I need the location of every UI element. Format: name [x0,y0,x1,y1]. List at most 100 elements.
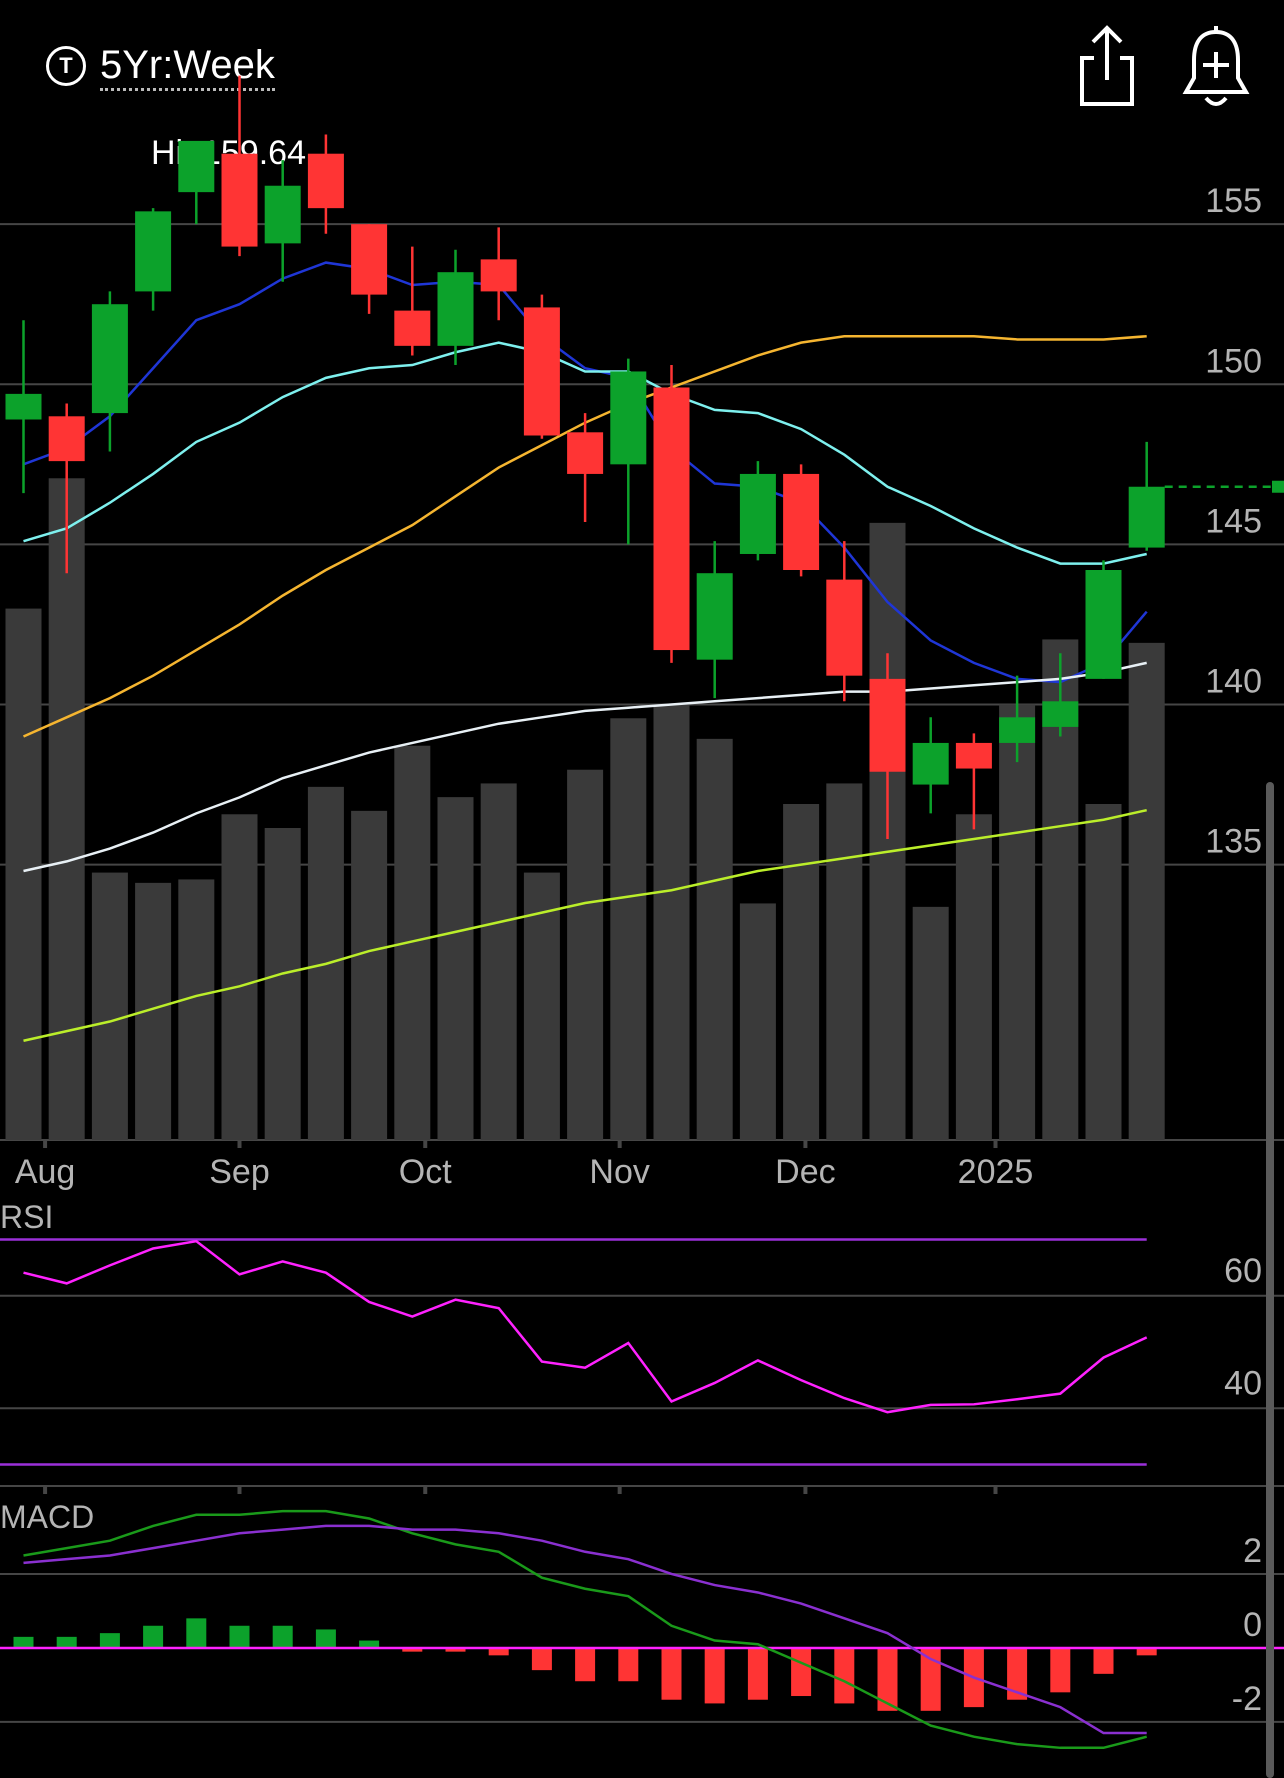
price-tick-label: 155 [1205,182,1262,220]
date-tick-label: 2025 [958,1153,1034,1191]
candle-body [739,473,776,554]
macd-tick-label: 0 [1243,1606,1262,1644]
macd-histogram-bar [229,1625,250,1648]
candle-body [48,416,85,462]
moving-average-line [23,261,1148,684]
candle-body [1042,701,1079,727]
volume-bar [739,903,776,1140]
volume-bar [351,810,388,1140]
candlesticks [5,75,1284,839]
price-tick-label: 140 [1205,662,1262,700]
macd-histogram-bar [877,1647,898,1711]
candle-body [653,387,690,651]
volume-bar [480,783,517,1140]
volume-bar [178,879,215,1140]
date-tick-label: Aug [15,1153,76,1191]
candle-body [1085,570,1122,679]
price-tick-label: 150 [1205,342,1262,380]
macd-pane: MACD 2 0 -2 [0,1499,1284,1750]
macd-histogram-bar [920,1647,941,1711]
price-tick-label: 135 [1205,823,1262,861]
share-button[interactable] [1072,22,1148,112]
volume-bar [5,608,42,1140]
candle-body [437,272,474,346]
volume-bar [696,738,733,1140]
macd-histogram-bar [531,1647,552,1671]
macd-tick-label: 2 [1243,1532,1262,1570]
volume-bar [955,814,992,1140]
macd-histogram-bar [618,1647,639,1682]
candle-body [307,153,344,209]
volume-bar [1085,804,1122,1140]
candle-body [91,304,128,414]
candle-body [696,573,733,660]
volume-bar [437,797,474,1140]
range-label: 5Yr:Week [100,42,275,91]
macd-histogram-bar [488,1647,509,1656]
rsi-line [23,1239,1148,1414]
date-tick-label: Oct [399,1153,452,1191]
macd-histogram-bar [1136,1647,1157,1656]
macd-histogram-bar [1007,1647,1028,1700]
macd-histogram-bar [575,1647,596,1682]
volume-bar [653,704,690,1140]
volume-bars [5,478,1165,1140]
rsi-tick-label: 40 [1224,1364,1262,1402]
candle-body [999,717,1036,743]
chart-header: T 5Yr:Week [0,0,1284,130]
macd-histogram-bar [56,1636,77,1648]
macd-histogram-bar [99,1633,120,1648]
volume-bar [394,745,431,1140]
macd-signal-line [23,1524,1147,1735]
moving-average-line [22,334,1147,738]
volume-bar [221,814,258,1140]
price-axis: 155 150 145 140 135 [1205,182,1262,860]
macd-line [23,1509,1148,1750]
volume-bar [610,718,647,1140]
scrollbar[interactable] [1266,782,1274,1778]
macd-histogram-bar [704,1647,725,1704]
macd-histogram-bar [1050,1647,1071,1693]
t-icon: T [46,46,86,86]
macd-histogram-bar [359,1640,380,1648]
bell-plus-icon [1182,26,1250,106]
date-tick-label: Dec [775,1153,835,1191]
macd-histogram-bar [445,1647,466,1652]
candle-body [523,307,560,436]
candle-body [912,742,949,785]
macd-histogram-bar [143,1625,164,1648]
date-tick-label: Sep [209,1153,270,1191]
rsi-tick-label: 60 [1224,1252,1262,1290]
moving-average-line [23,661,1147,873]
macd-histogram-bar [13,1636,34,1648]
candle-body [480,259,517,292]
candle-body [955,742,992,769]
share-icon [1080,25,1134,106]
candle-body [783,473,820,570]
macd-histogram-bar [834,1647,855,1704]
volume-bar [826,783,863,1140]
range-selector-button[interactable]: T 5Yr:Week [46,38,275,94]
macd-histogram-bar [1093,1647,1114,1674]
candle-body [178,140,215,193]
macd-tick-label: -2 [1232,1680,1262,1718]
volume-bar [912,906,949,1140]
macd-histogram-bar [747,1647,768,1700]
macd-histogram-bar [402,1647,423,1652]
volume-bar [48,478,85,1140]
candle-body [351,224,388,295]
volume-bar [1128,642,1165,1140]
moving-average-line [23,341,1147,565]
last-price-marker [1272,480,1284,493]
alert-button[interactable] [1178,22,1254,112]
candle-body [221,153,258,247]
candle-body [264,185,301,244]
volume-bar [999,704,1036,1140]
candle-body [135,211,172,292]
macd-histogram-bar [661,1647,682,1700]
volume-bar [567,769,604,1140]
candle-body [1128,486,1165,548]
macd-histogram-bar [791,1647,812,1697]
moving-average-line [23,808,1147,1042]
